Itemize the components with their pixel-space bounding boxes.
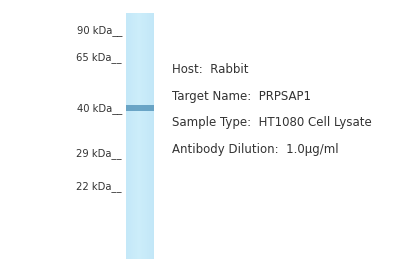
Text: 29 kDa__: 29 kDa__ — [76, 148, 122, 159]
Text: Target Name:  PRPSAP1: Target Name: PRPSAP1 — [172, 90, 311, 103]
Text: Sample Type:  HT1080 Cell Lysate: Sample Type: HT1080 Cell Lysate — [172, 116, 372, 129]
Text: 65 kDa__: 65 kDa__ — [76, 52, 122, 63]
Bar — [126, 105, 154, 111]
Text: Host:  Rabbit: Host: Rabbit — [172, 63, 248, 76]
Text: 90 kDa__: 90 kDa__ — [77, 25, 122, 36]
Text: 40 kDa__: 40 kDa__ — [77, 103, 122, 113]
Text: 22 kDa__: 22 kDa__ — [76, 182, 122, 192]
Text: Antibody Dilution:  1.0μg/ml: Antibody Dilution: 1.0μg/ml — [172, 143, 339, 156]
